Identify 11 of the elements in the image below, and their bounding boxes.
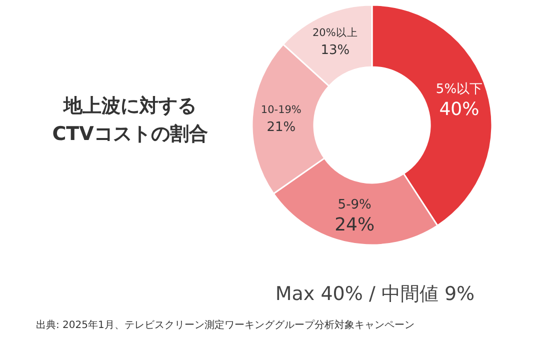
- data-label: 13%: [320, 42, 350, 58]
- slice-label: 5-9%: [338, 197, 372, 212]
- slice-label: 10-19%: [260, 104, 302, 116]
- text: Max 40% / 中間値 9%: [275, 283, 475, 305]
- data-label: 21%: [266, 120, 296, 136]
- slice-label: 20%以上: [312, 26, 358, 39]
- data-label: 40%: [439, 99, 480, 120]
- text: 地上波に対する CTVコストの割合: [52, 95, 208, 145]
- slice-label: 5%以下: [436, 82, 483, 98]
- data-label: 24%: [334, 214, 375, 236]
- source-note: 出典: 2025年1月、テレビスクリーン測定ワーキンググループ分析対象キャンペーン: [36, 319, 414, 331]
